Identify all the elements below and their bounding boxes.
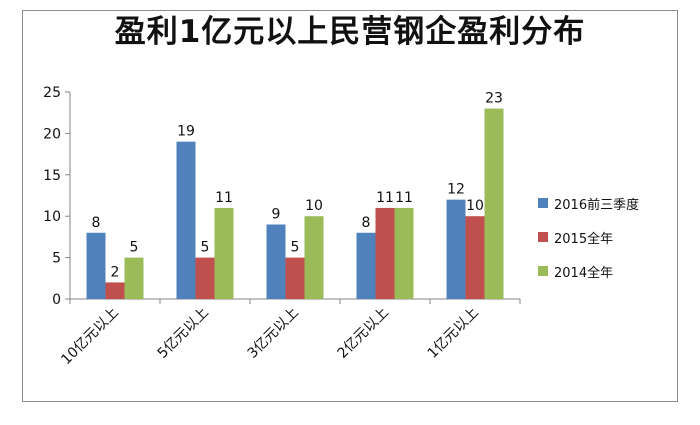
bar: [304, 216, 324, 299]
bar-data-label: 11: [215, 190, 233, 206]
bar: [124, 257, 144, 299]
x-category-label: 2亿元以上: [335, 305, 392, 362]
bar-data-label: 12: [447, 182, 465, 198]
bar-data-label: 19: [177, 124, 195, 140]
bar: [356, 232, 376, 299]
bar: [394, 207, 414, 299]
legend-item-2014: 2014全年: [538, 261, 639, 281]
x-category-label: 1亿元以上: [425, 305, 482, 362]
x-category-label: 10亿元以上: [58, 305, 122, 369]
bar-data-label: 10: [466, 198, 484, 214]
y-tick-label: 10: [43, 209, 61, 225]
bar: [285, 257, 305, 299]
bar: [375, 207, 395, 299]
bar: [214, 207, 234, 299]
bar: [176, 141, 196, 299]
y-tick-label: 0: [52, 292, 61, 308]
legend-label-2015: 2015全年: [554, 231, 614, 247]
bar-data-label: 2: [111, 264, 120, 280]
bar: [465, 216, 485, 299]
chart-legend: 2016前三季度 2015全年 2014全年: [538, 193, 639, 295]
legend-label-2016: 2016前三季度: [554, 197, 640, 213]
bar-data-label: 11: [395, 190, 413, 206]
x-category-label: 5亿元以上: [155, 305, 212, 362]
bar-data-label: 11: [376, 190, 394, 206]
bar-data-label: 10: [305, 198, 323, 214]
bar-data-label: 23: [485, 91, 503, 107]
y-tick-label: 5: [52, 251, 61, 267]
bar-data-label: 9: [272, 206, 281, 222]
bar-data-label: 5: [291, 240, 300, 256]
legend-swatch-2014: [538, 266, 548, 276]
bar-data-label: 5: [201, 240, 210, 256]
legend-swatch-2015: [538, 232, 548, 242]
bar: [195, 257, 215, 299]
bar: [484, 108, 504, 299]
y-tick-label: 20: [43, 126, 61, 142]
legend-item-2016: 2016前三季度: [538, 193, 639, 213]
bar-data-label: 8: [92, 215, 101, 231]
x-category-label: 3亿元以上: [245, 305, 302, 362]
y-tick-label: 25: [43, 85, 61, 101]
legend-label-2014: 2014全年: [554, 265, 614, 281]
bar-data-label: 5: [130, 240, 139, 256]
legend-item-2015: 2015全年: [538, 227, 639, 247]
bar: [446, 199, 466, 299]
bar: [105, 282, 125, 299]
bar: [86, 232, 106, 299]
legend-swatch-2016: [538, 198, 548, 208]
bar: [266, 224, 286, 299]
chart-title: 盈利1亿元以上民营钢企盈利分布: [114, 14, 586, 50]
chart-frame: [22, 10, 678, 402]
bar-data-label: 8: [362, 215, 371, 231]
y-tick-label: 15: [43, 168, 61, 184]
